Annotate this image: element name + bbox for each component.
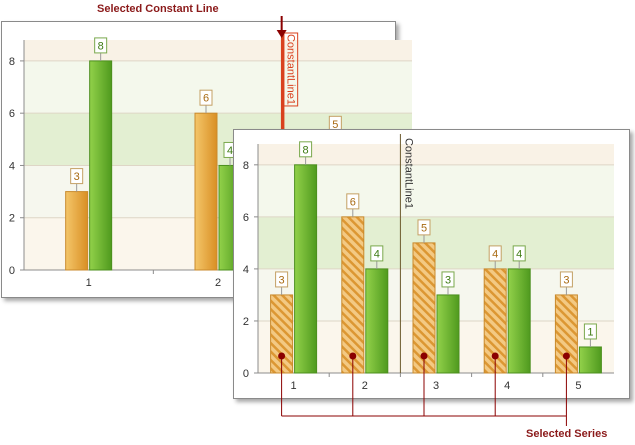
- data-label-box: [559, 271, 573, 288]
- bar-green[interactable]: [578, 346, 602, 374]
- data-label-box: [346, 193, 360, 210]
- data-label: 6: [350, 196, 356, 208]
- data-label-box: [70, 168, 84, 185]
- data-label: 3: [563, 274, 569, 286]
- data-label: 5: [332, 119, 338, 131]
- data-label: 1: [587, 326, 593, 338]
- x-tick-label: 3: [433, 380, 439, 392]
- y-tick-label: 0: [243, 368, 249, 380]
- data-label: 6: [203, 93, 209, 105]
- data-label: 8: [98, 40, 104, 52]
- data-label-box: [441, 271, 455, 288]
- data-label-box: [488, 245, 502, 262]
- data-label: 8: [303, 144, 309, 156]
- x-tick-label: 1: [291, 380, 297, 392]
- constant-line-arrow-head: [276, 30, 287, 38]
- x-tick-label: 4: [504, 380, 510, 392]
- data-label-box: [512, 245, 526, 262]
- background-strip: [258, 320, 614, 373]
- data-label: 3: [279, 274, 285, 286]
- series-selection-marker: [278, 352, 286, 360]
- data-label-box: [94, 37, 108, 54]
- callout-selected-series: Selected Series: [526, 428, 608, 440]
- y-tick-label: 6: [243, 212, 249, 224]
- y-tick-label: 6: [9, 108, 15, 120]
- x-tick-label: 5: [575, 380, 581, 392]
- background-strip: [258, 144, 614, 165]
- constant-line-label-box: [283, 32, 299, 107]
- y-tick-label: 2: [9, 213, 15, 225]
- y-tick-label: 4: [9, 160, 15, 172]
- y-tick-label: 8: [243, 160, 249, 172]
- background-strip: [258, 164, 614, 217]
- series-selection-marker: [491, 352, 499, 360]
- y-tick-label: 0: [9, 265, 15, 277]
- background-strip: [258, 216, 614, 269]
- x-tick-label: 2: [362, 380, 368, 392]
- series-selection-marker: [420, 352, 428, 360]
- data-label-box: [199, 89, 213, 106]
- data-label: 4: [492, 248, 498, 260]
- data-label: 4: [516, 248, 522, 260]
- background-strip: [24, 40, 412, 61]
- data-label: 3: [74, 171, 80, 183]
- chart-2: 0 2 4 6 8 1 2 3 4 5 3 6 5 4 3 8 4 3 4 1 ConstantLine1: [243, 134, 614, 392]
- chart-panel-2: 0 2 4 6 8 1 2 3 4 5 3 6 5 4 3 8 4 3 4 1 ConstantLine1: [233, 129, 630, 399]
- callout-selected-constant-line: Selected Constant Line: [97, 3, 219, 15]
- background-strip: [258, 268, 614, 321]
- data-label-box: [583, 323, 597, 340]
- constant-line-label: ConstantLine1: [402, 138, 414, 209]
- y-tick-label: 8: [9, 56, 15, 68]
- series-selection-marker: [562, 352, 570, 360]
- data-label-box: [299, 141, 313, 158]
- y-tick-label: 4: [243, 264, 249, 276]
- constant-line-label: ConstantLine1: [285, 34, 297, 105]
- background-strip: [24, 60, 412, 114]
- data-label-box: [417, 219, 431, 236]
- data-label: 3: [445, 274, 451, 286]
- data-label-box: [370, 245, 384, 262]
- data-label-box: [275, 271, 289, 288]
- y-tick-label: 2: [243, 316, 249, 328]
- x-tick-label: 1: [86, 277, 92, 289]
- data-label: 4: [374, 248, 380, 260]
- data-label: 5: [421, 222, 427, 234]
- data-label: 4: [227, 145, 233, 157]
- x-tick-label: 2: [215, 277, 221, 289]
- series-selection-marker: [349, 352, 357, 360]
